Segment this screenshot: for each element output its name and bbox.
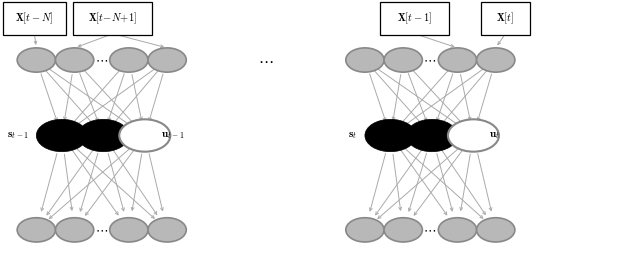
- Ellipse shape: [109, 48, 148, 72]
- Ellipse shape: [56, 218, 93, 242]
- Text: $\cdots$: $\cdots$: [95, 53, 108, 66]
- Ellipse shape: [36, 119, 88, 152]
- Ellipse shape: [406, 119, 458, 152]
- Text: $\cdots$: $\cdots$: [424, 223, 436, 236]
- Text: $\cdots$: $\cdots$: [95, 223, 108, 236]
- Text: $\mathbf{X}[t]$: $\mathbf{X}[t]$: [496, 11, 515, 26]
- Ellipse shape: [438, 218, 477, 242]
- Ellipse shape: [78, 119, 129, 152]
- Ellipse shape: [365, 119, 416, 152]
- Text: $\mathbf{s}_{t-1}$: $\mathbf{s}_{t-1}$: [7, 130, 29, 141]
- Text: $\mathbf{s}_{t}$: $\mathbf{s}_{t}$: [348, 130, 357, 141]
- Text: $\mathbf{X}[t-N]$: $\mathbf{X}[t-N]$: [15, 11, 54, 26]
- FancyBboxPatch shape: [481, 2, 529, 34]
- Text: $\cdots$: $\cdots$: [424, 53, 436, 66]
- Text: $\mathbf{u}_{t}$: $\mathbf{u}_{t}$: [489, 130, 500, 141]
- Ellipse shape: [438, 48, 477, 72]
- FancyBboxPatch shape: [380, 2, 449, 34]
- Ellipse shape: [448, 119, 499, 152]
- Ellipse shape: [148, 218, 186, 242]
- FancyBboxPatch shape: [3, 2, 66, 34]
- Ellipse shape: [346, 218, 384, 242]
- Ellipse shape: [119, 119, 170, 152]
- Text: $\cdots$: $\cdots$: [259, 53, 274, 67]
- FancyBboxPatch shape: [74, 2, 152, 34]
- Ellipse shape: [384, 218, 422, 242]
- Text: $\mathbf{u}_{t-1}$: $\mathbf{u}_{t-1}$: [161, 130, 184, 141]
- Ellipse shape: [384, 48, 422, 72]
- Ellipse shape: [346, 48, 384, 72]
- Ellipse shape: [17, 48, 56, 72]
- Ellipse shape: [148, 48, 186, 72]
- Text: $\mathbf{X}[t-1]$: $\mathbf{X}[t-1]$: [397, 11, 432, 26]
- Ellipse shape: [56, 48, 93, 72]
- Text: $\mathbf{X}[t\!-\!N\!+\!1]$: $\mathbf{X}[t\!-\!N\!+\!1]$: [88, 11, 138, 26]
- Ellipse shape: [477, 218, 515, 242]
- Ellipse shape: [477, 48, 515, 72]
- Ellipse shape: [17, 218, 56, 242]
- Ellipse shape: [109, 218, 148, 242]
